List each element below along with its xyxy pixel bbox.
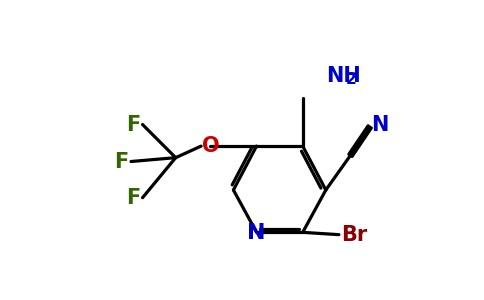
Text: O: O [201, 136, 219, 156]
Text: Br: Br [341, 225, 367, 245]
Text: F: F [126, 188, 140, 208]
Text: N: N [371, 115, 389, 135]
Text: F: F [114, 152, 129, 172]
Text: N: N [247, 223, 266, 243]
Text: F: F [126, 115, 140, 134]
Text: 2: 2 [346, 72, 357, 87]
Text: NH: NH [326, 66, 361, 86]
